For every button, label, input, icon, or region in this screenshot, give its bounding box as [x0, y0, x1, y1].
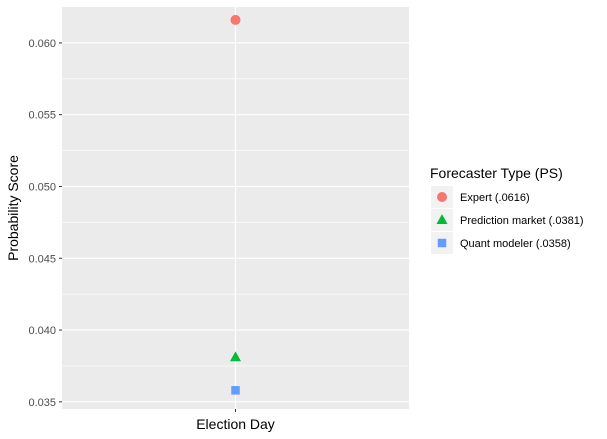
- legend: Forecaster Type (PS) Expert (.0616) Predi…: [430, 165, 584, 254]
- legend-marker-circle: [437, 192, 447, 202]
- y-tick-label: 0.055: [28, 110, 56, 122]
- legend-marker-square: [437, 238, 447, 248]
- data-points: [230, 14, 241, 395]
- legend-marker-triangle: [436, 214, 448, 224]
- y-tick-label: 0.040: [28, 325, 56, 337]
- y-axis-title: Probability Score: [5, 155, 21, 261]
- y-tick-label: 0.050: [28, 181, 56, 193]
- y-tick-label: 0.060: [28, 38, 56, 50]
- y-tick-label: 0.035: [28, 397, 56, 409]
- x-axis-title: Election Day: [196, 416, 275, 432]
- legend-items: Expert (.0616) Prediction market (.0381) Q…: [431, 186, 584, 254]
- legend-label: Prediction market (.0381): [460, 215, 584, 227]
- y-axis-ticks: 0.035 0.040 0.045 0.050 0.055 0.060: [28, 38, 62, 409]
- legend-label: Expert (.0616): [460, 192, 530, 204]
- data-point-triangle: [230, 351, 241, 362]
- major-gridlines: [62, 7, 409, 409]
- data-point-square: [231, 386, 240, 395]
- y-tick-label: 0.045: [28, 253, 56, 265]
- legend-label: Quant modeler (.0358): [460, 238, 571, 250]
- data-point-circle: [230, 14, 241, 25]
- legend-title: Forecaster Type (PS): [430, 165, 563, 181]
